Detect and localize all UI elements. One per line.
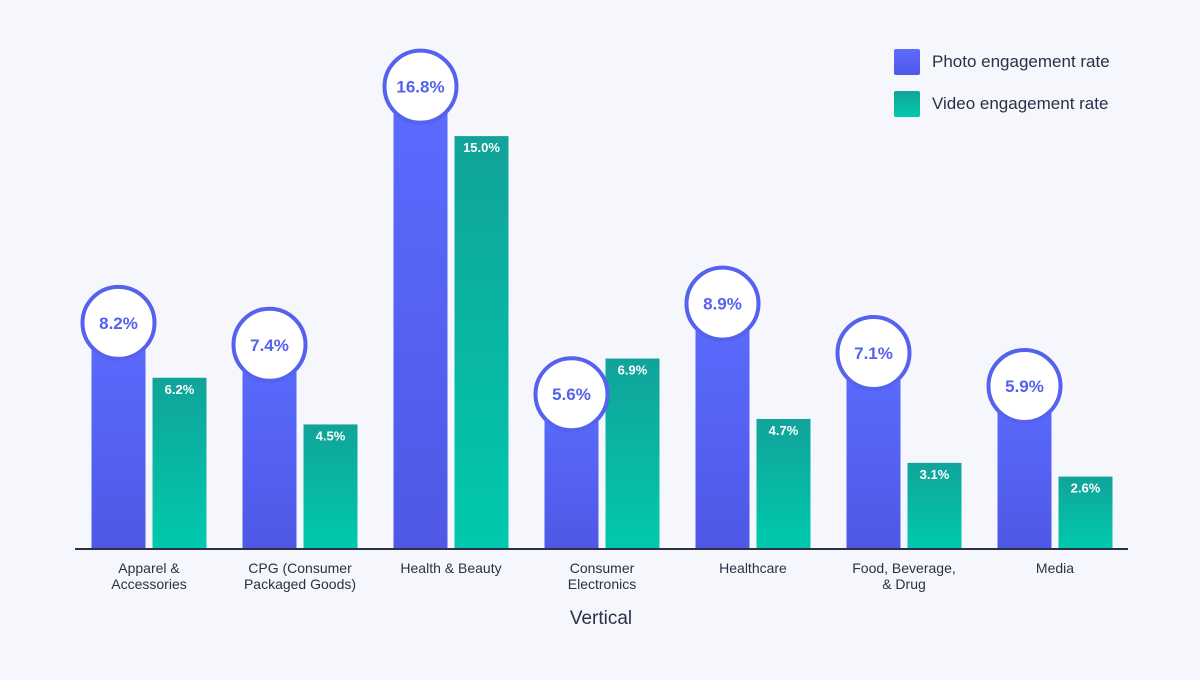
bar-video [454,136,509,549]
video-value-label: 4.7% [769,423,799,438]
bar-video [756,418,811,548]
photo-value-bubble [80,284,157,361]
photo-value-label: 7.1% [854,344,893,363]
photo-value-bubble [231,306,308,383]
legend-item-video: Video engagement rate [894,90,1110,118]
photo-value-label: 7.4% [250,336,289,355]
category-tick-label: CPG (Consumer Packaged Goods) [244,560,356,592]
legend-label-photo: Photo engagement rate [932,52,1110,71]
legend-swatch-video [894,91,920,117]
photo-value-bubble [835,315,912,392]
photo-value-bubble [684,265,761,342]
photo-value-label: 8.2% [99,314,138,333]
bar-video [152,377,207,548]
photo-value-label: 8.9% [703,295,742,314]
legend-swatch-photo [894,49,920,75]
chart-legend: Photo engagement rate Video engagement r… [894,48,1110,132]
legend-item-photo: Photo engagement rate [894,48,1110,76]
video-value-label: 4.5% [316,428,346,443]
photo-value-bubble [533,356,610,433]
category-tick-label: Consumer Electronics [568,560,636,592]
legend-label-video: Video engagement rate [932,94,1109,113]
bar-video [303,424,358,548]
photo-value-label: 16.8% [396,78,444,97]
category-tick-label: Health & Beauty [400,560,501,576]
video-value-label: 3.1% [920,467,950,482]
x-axis-title: Vertical [570,608,632,629]
photo-value-label: 5.6% [552,385,591,404]
video-value-label: 15.0% [463,140,500,155]
bar-video [907,462,962,548]
category-tick-label: Healthcare [719,560,787,576]
video-value-label: 2.6% [1071,481,1101,496]
category-tick-label: Media [1036,560,1074,576]
photo-value-bubble [986,347,1063,424]
bar-video [605,358,660,548]
category-tick-label: Apparel & Accessories [111,560,186,592]
video-value-label: 6.2% [165,382,195,397]
video-value-label: 6.9% [618,363,648,378]
photo-value-bubble [382,48,459,125]
bar-video [1058,476,1113,548]
category-tick-label: Food, Beverage, & Drug [852,560,956,592]
photo-value-label: 5.9% [1005,377,1044,396]
bar-photo [393,86,448,548]
bar-photo [695,303,750,548]
